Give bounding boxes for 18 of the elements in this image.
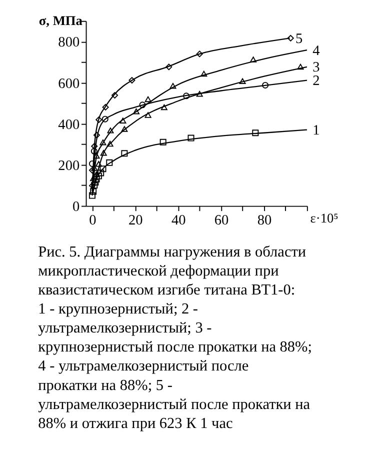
y-tick-label: 800: [58, 34, 80, 51]
x-axis-title: ε·10⁵: [310, 210, 338, 226]
series-label: 3: [312, 60, 320, 76]
x-tick-label: 80: [257, 212, 272, 228]
x-tick-label: 40: [171, 212, 186, 228]
series-label: 5: [295, 30, 303, 47]
y-tick-label: 400: [58, 116, 80, 133]
series-label: 1: [312, 122, 320, 139]
y-tick-label: 0: [72, 199, 80, 216]
series-label: 4: [312, 42, 320, 59]
y-tick-label: 200: [58, 158, 80, 174]
x-tick-label: 60: [214, 212, 229, 228]
x-tick-label: 20: [128, 212, 143, 228]
series-label: 2: [312, 73, 320, 90]
y-tick-label: 600: [58, 76, 80, 92]
y-axis-title: σ, МПа: [38, 13, 83, 28]
text: Рис. 5. Диаграммы нагружения в области микропластической деформации при квазистатическом изгибе титана ВТ1-0: 1 - крупнозернистый; 2 - ультрамелкозернистый; 3 - крупнозернистый после прокатки на 88%; 4 - ультрамелкозернистый после прокатки на 88%; 5 - ультрамелкозернистый после прокатки на 88% и отжига при 623 К 1 час: [38, 243, 312, 432]
x-tick-label: 0: [89, 212, 96, 228]
